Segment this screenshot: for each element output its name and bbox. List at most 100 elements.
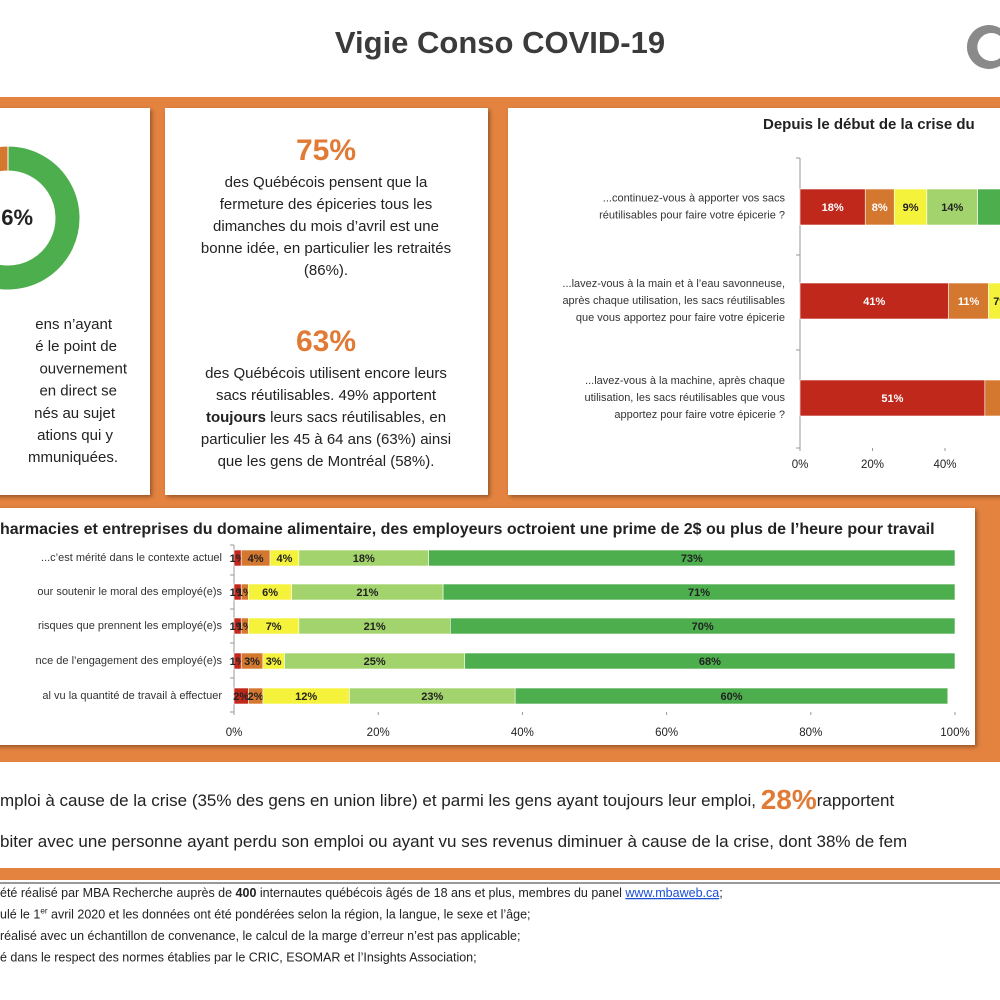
bar-label: 8% <box>872 202 888 214</box>
stat-text: (86%). <box>304 262 348 279</box>
panel-middle <box>165 108 488 495</box>
x-tick-label: 40% <box>511 727 534 739</box>
text-line: biter avec une personne ayant perdu son … <box>0 832 907 851</box>
x-tick-label: 100% <box>940 727 969 739</box>
donut-slice <box>0 145 9 173</box>
category-label: al vu la quantité de travail à effectuer <box>42 690 222 702</box>
text-part: leurs sacs réutilisables, en <box>266 409 446 426</box>
x-tick-label: 0% <box>792 459 809 471</box>
stat-value: 75% <box>296 134 356 167</box>
left-text: ations qui y <box>37 427 113 444</box>
bar-segment <box>984 379 1000 417</box>
category-label: apportez pour faire votre épicerie ? <box>614 409 785 421</box>
text-line: que les gens de Montréal (58%). <box>218 453 435 470</box>
bar-segment <box>948 282 989 320</box>
text-line: ulé le 1er avril 2020 et les données ont… <box>0 906 531 922</box>
text-part: 28% <box>761 784 817 815</box>
text-part: ulé le 1 <box>0 908 40 922</box>
text-part: réalisé avec un échantillon de convenanc… <box>0 929 520 943</box>
bar-label: 9% <box>903 202 919 214</box>
donut-slice <box>0 145 81 291</box>
bar-label: 6% <box>262 587 278 599</box>
bar-label: 3% <box>266 656 282 668</box>
bar-segment <box>442 583 956 601</box>
text-part: été réalisé par MBA Recherche auprès de <box>0 886 236 900</box>
logo <box>966 24 1000 70</box>
text-line: été réalisé par MBA Recherche auprès de … <box>0 886 723 900</box>
left-text: é le point de <box>35 338 117 355</box>
x-tick-label: 40% <box>933 459 956 471</box>
panel-note <box>0 762 1000 868</box>
bar-label: 70% <box>692 621 714 633</box>
text-part: mploi à cause de la crise (35% des gens … <box>0 791 761 810</box>
x-tick-label: 80% <box>799 727 822 739</box>
bar-label: 71% <box>688 587 710 599</box>
category-label: ...c’est mérité dans le contexte actuel <box>41 552 222 564</box>
text-line: mploi à cause de la crise (35% des gens … <box>0 784 895 815</box>
bar-label: 2% <box>248 691 264 703</box>
bar-segment <box>893 188 928 226</box>
bar-label: 60% <box>720 691 742 703</box>
stat-text: bonne idée, en particulier les retraités <box>201 240 451 257</box>
bar-label: 4% <box>277 553 293 565</box>
bar-segment <box>977 188 1000 226</box>
text-part: ; <box>719 886 722 900</box>
page-title: Vigie Conso COVID-19 <box>335 25 665 60</box>
category-label: nce de l’engagement des employé(e)s <box>35 655 222 667</box>
text-part: internautes québécois âgés de 18 ans et … <box>256 886 625 900</box>
stat-value: 63% <box>296 325 356 358</box>
chart-title: harmacies et entreprises du domaine alim… <box>0 521 935 538</box>
category-label: que vous apportez pour faire votre épice… <box>576 312 785 324</box>
category-label: our soutenir le moral des employé(e)s <box>37 586 222 598</box>
text-line: é dans le respect des normes établies pa… <box>0 951 477 965</box>
x-tick-label: 0% <box>226 727 243 739</box>
bar-segment <box>799 282 949 320</box>
text-part: avril 2020 et les données ont été pondér… <box>48 908 531 922</box>
donut-label: 6% <box>1 205 33 230</box>
category-label: ...lavez-vous à la main et à l’eau savon… <box>562 278 785 290</box>
stat-text: des Québécois pensent que la <box>225 174 428 191</box>
stat-text: fermeture des épiceries tous les <box>220 196 433 213</box>
left-text: nés au sujet <box>34 405 116 422</box>
bar-label: 3% <box>244 656 260 668</box>
left-text: mmuniquées. <box>28 449 118 466</box>
left-text: ens n’ayant <box>35 316 113 333</box>
bar-segment <box>988 282 1000 320</box>
category-label: après chaque utilisation, les sacs réuti… <box>562 295 785 307</box>
text-part: é dans le respect des normes établies pa… <box>0 951 477 965</box>
bar-label: 2% <box>233 691 249 703</box>
category-label: ...continuez-vous à apporter vos sacs <box>603 192 786 204</box>
text-part: 400 <box>236 886 257 900</box>
content: 6% ens n’ayant é le point de ouvernement en … <box>0 116 1000 965</box>
bar-label: 4% <box>248 553 264 565</box>
text-part: toujours <box>206 409 266 426</box>
text-line: des Québécois utilisent encore leurs <box>205 365 447 382</box>
text-line: particulier les 45 à 64 ans (63%) ainsi <box>201 431 451 448</box>
left-text: en direct se <box>39 383 117 400</box>
bar-label: 14% <box>941 202 963 214</box>
bar-segment <box>464 652 956 670</box>
category-label: ...lavez-vous à la machine, après chaque <box>585 375 785 387</box>
text-part: rapportent <box>817 791 895 810</box>
text-part: des Québécois utilisent encore leurs <box>205 365 447 382</box>
bar-label: 68% <box>699 656 721 668</box>
x-tick-label: 20% <box>861 459 884 471</box>
bar-label: 25% <box>364 656 386 668</box>
bar-label: 18% <box>353 553 375 565</box>
text-part: er <box>40 906 48 915</box>
bar-segment <box>428 549 956 567</box>
category-label: risques que prennent les employé(e)s <box>38 620 223 632</box>
bar-segment <box>864 188 895 226</box>
bar-label: 51% <box>881 393 903 405</box>
bar-label: 11% <box>958 296 980 308</box>
bar-label: 21% <box>364 621 386 633</box>
text-part: biter avec une personne ayant perdu son … <box>0 832 907 851</box>
x-tick-label: 60% <box>655 727 678 739</box>
bar-label: 18% <box>822 202 844 214</box>
bar-label: 12% <box>295 691 317 703</box>
text-line: réalisé avec un échantillon de convenanc… <box>0 929 520 943</box>
header-band <box>0 0 1000 97</box>
bar-label: 7% <box>993 296 1000 308</box>
left-text: ouvernement <box>39 360 127 377</box>
